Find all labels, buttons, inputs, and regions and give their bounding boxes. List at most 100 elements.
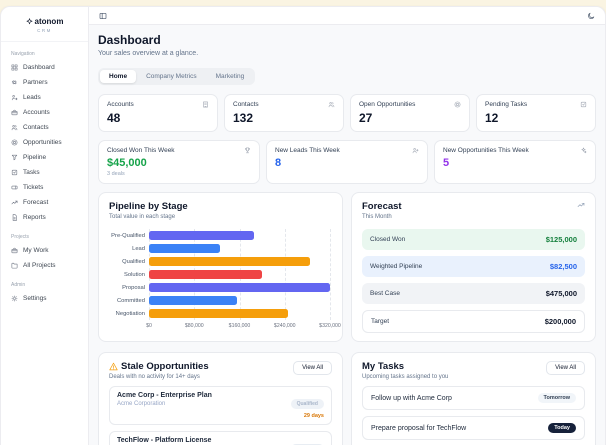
task-due-badge: Today	[548, 423, 576, 433]
check-square-icon	[580, 101, 587, 108]
my-work-icon	[11, 247, 18, 254]
x-axis-tick: $0	[146, 323, 152, 329]
opportunities-icon	[11, 139, 18, 146]
partners-icon	[11, 79, 18, 86]
tickets-icon	[11, 184, 18, 191]
x-axis-tick: $160,000	[228, 323, 251, 329]
pipeline-panel: Pipeline by Stage Total value in each st…	[98, 192, 343, 342]
task-row[interactable]: Prepare proposal for TechFlow Today	[362, 416, 585, 440]
page-subtitle: Your sales overview at a glance.	[98, 50, 199, 57]
dashboard-content: Dashboard Your sales overview at a glanc…	[89, 25, 605, 445]
sidebar-item-label: Tickets	[23, 184, 44, 191]
chart-bar-track	[149, 283, 330, 292]
app-window: atonom CRM Navigation Dashboard Partners Le…	[0, 6, 606, 445]
chart-bar	[149, 231, 254, 240]
dashboard-tabs: Home Company Metrics Marketing	[98, 68, 256, 85]
chart-bar	[149, 257, 311, 266]
chart-bar	[149, 283, 330, 292]
stat-value: 132	[233, 111, 254, 125]
theme-toggle-button[interactable]	[585, 10, 597, 22]
sparkles-icon	[580, 147, 587, 154]
sidebar-item-pipeline[interactable]: Pipeline	[1, 150, 88, 165]
reports-icon	[11, 214, 18, 221]
sidebar-item-leads[interactable]: Leads	[1, 90, 88, 105]
accounts-icon	[11, 109, 18, 116]
chart-bar-track	[149, 231, 330, 240]
tab-company-metrics[interactable]: Company Metrics	[137, 70, 206, 83]
chart-bar-row-committed: Committed	[109, 294, 332, 307]
forecast-row-value: $475,000	[545, 289, 577, 298]
sidebar-item-label: My Work	[23, 247, 49, 254]
bottom-row: Stale Opportunities Deals with no activi…	[98, 352, 596, 445]
stat-label: Contacts	[233, 101, 259, 108]
chart-category-label: Committed	[116, 297, 145, 304]
week-card-value: $45,000	[107, 157, 147, 169]
tab-marketing[interactable]: Marketing	[207, 70, 254, 83]
task-name: Follow up with Acme Corp	[371, 394, 452, 402]
sidebar-item-dashboard[interactable]: Dashboard	[1, 60, 88, 75]
sidebar-item-all-projects[interactable]: All Projects	[1, 258, 88, 273]
x-axis-tick: $80,000	[184, 323, 204, 329]
chart-category-label: Pre-Qualified	[111, 232, 145, 239]
forecast-row-label: Best Case	[370, 290, 400, 297]
stale-opportunity-row[interactable]: Acme Corp - Enterprise Plan Acme Corporat…	[109, 386, 332, 425]
forecast-row-weighted-pipeline: Weighted Pipeline $82,500	[362, 256, 585, 277]
forecast-panel: Forecast This Month Closed Won $125,000 We…	[351, 192, 596, 342]
sidebar-item-settings[interactable]: Settings	[1, 291, 88, 306]
dashboard-icon	[11, 64, 18, 71]
tasks-view-all-button[interactable]: View All	[546, 361, 585, 375]
stat-value: 27	[359, 111, 373, 125]
chart-bar	[149, 296, 237, 305]
sidebar-item-reports[interactable]: Reports	[1, 210, 88, 225]
tasks-title: My Tasks	[362, 361, 405, 372]
users-icon	[328, 101, 335, 108]
forecast-row-label: Weighted Pipeline	[370, 263, 423, 270]
sidebar: atonom CRM Navigation Dashboard Partners Le…	[1, 7, 89, 445]
forecast-row-best-case: Best Case $475,000	[362, 283, 585, 304]
pipeline-icon	[11, 154, 18, 161]
task-row[interactable]: Follow up with Acme Corp Tomorrow	[362, 386, 585, 410]
forecast-row-value: $200,000	[544, 317, 576, 326]
sidebar-item-contacts[interactable]: Contacts	[1, 120, 88, 135]
building-icon	[202, 101, 209, 108]
task-due-badge: Tomorrow	[537, 393, 576, 403]
stale-opportunity-row[interactable]: TechFlow - Platform LicenseTechFlow Solu…	[109, 431, 332, 445]
target-icon	[454, 101, 461, 108]
all-projects-icon	[11, 262, 18, 269]
sidebar-toggle-button[interactable]	[97, 10, 109, 22]
chart-bar-track	[149, 244, 330, 253]
stat-card-accounts: Accounts 48	[98, 94, 218, 132]
settings-icon	[11, 295, 18, 302]
logo-text: atonom	[34, 17, 64, 26]
pipeline-subtitle: Total value in each stage	[109, 214, 176, 220]
days-stale: 29 days	[303, 413, 324, 419]
week-card-closed-won-this-week: Closed Won This Week $45,000 3 deals	[98, 140, 260, 184]
top-bar	[89, 7, 605, 25]
contacts-icon	[11, 124, 18, 131]
sidebar-item-label: Dashboard	[23, 64, 55, 71]
sidebar-item-partners[interactable]: Partners	[1, 75, 88, 90]
week-cards-row: Closed Won This Week $45,000 3 deals New Le…	[98, 140, 596, 184]
sidebar-item-my-work[interactable]: My Work	[1, 243, 88, 258]
task-name: Prepare proposal for TechFlow	[371, 424, 467, 432]
forecast-row-label: Target	[371, 318, 390, 325]
sidebar-item-label: Contacts	[23, 124, 49, 131]
chart-bar-track	[149, 296, 330, 305]
sidebar-item-label: Tasks	[23, 169, 40, 176]
chart-category-label: Proposal	[122, 284, 145, 291]
stat-card-pending-tasks: Pending Tasks 12	[476, 94, 596, 132]
sidebar-item-forecast[interactable]: Forecast	[1, 195, 88, 210]
sidebar-item-opportunities[interactable]: Opportunities	[1, 135, 88, 150]
chart-category-label: Negotiation	[115, 310, 145, 317]
sidebar-item-accounts[interactable]: Accounts	[1, 105, 88, 120]
stale-opportunities-panel: Stale Opportunities Deals with no activi…	[98, 352, 343, 445]
sidebar-item-tasks[interactable]: Tasks	[1, 165, 88, 180]
forecast-row-value: $125,000	[545, 235, 577, 244]
stale-view-all-button[interactable]: View All	[293, 361, 332, 375]
week-card-label: New Leads This Week	[275, 147, 340, 154]
sidebar-item-label: Opportunities	[23, 139, 62, 146]
sidebar-item-tickets[interactable]: Tickets	[1, 180, 88, 195]
tab-home[interactable]: Home	[100, 70, 137, 83]
leads-icon	[11, 94, 18, 101]
moon-icon	[587, 12, 595, 20]
